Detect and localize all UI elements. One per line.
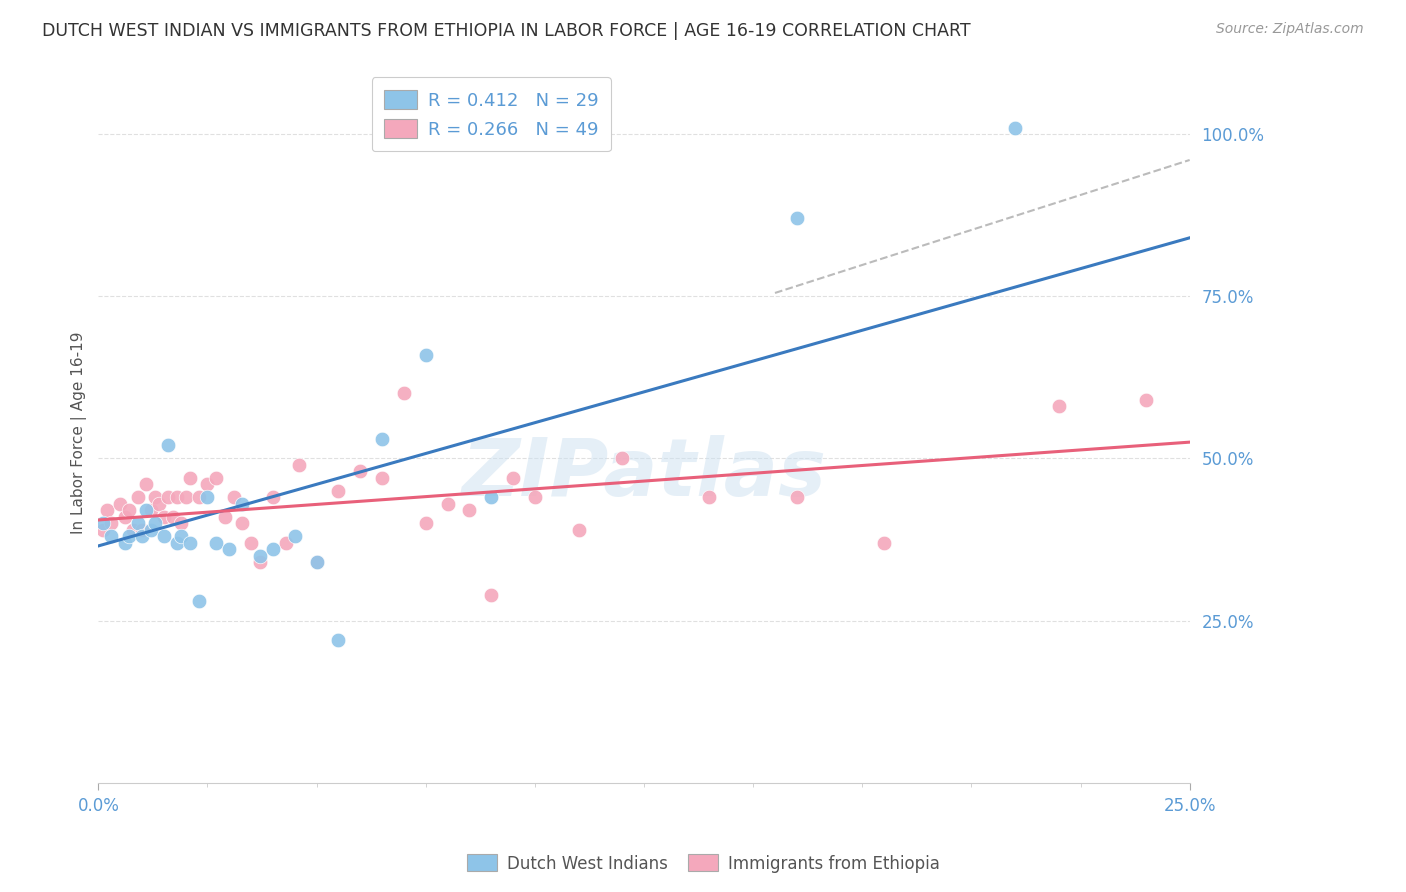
Point bbox=[131, 523, 153, 537]
Point bbox=[436, 497, 458, 511]
Point bbox=[305, 555, 328, 569]
Point bbox=[328, 483, 350, 498]
Point bbox=[371, 471, 394, 485]
Point bbox=[1047, 400, 1070, 414]
Point bbox=[139, 503, 162, 517]
Point bbox=[197, 477, 219, 491]
Point bbox=[179, 535, 201, 549]
Point bbox=[122, 523, 145, 537]
Point bbox=[131, 529, 153, 543]
Point bbox=[197, 490, 219, 504]
Point bbox=[166, 535, 188, 549]
Point bbox=[262, 490, 284, 504]
Point bbox=[166, 490, 188, 504]
Point bbox=[205, 535, 228, 549]
Point bbox=[240, 535, 263, 549]
Point bbox=[288, 458, 311, 472]
Point bbox=[174, 490, 197, 504]
Point bbox=[415, 348, 437, 362]
Point bbox=[349, 464, 371, 478]
Point bbox=[127, 516, 149, 531]
Point bbox=[262, 542, 284, 557]
Point bbox=[231, 497, 253, 511]
Point bbox=[100, 516, 122, 531]
Point bbox=[153, 509, 176, 524]
Point bbox=[118, 529, 141, 543]
Point bbox=[157, 490, 180, 504]
Point bbox=[415, 516, 437, 531]
Point bbox=[218, 542, 240, 557]
Point bbox=[139, 523, 162, 537]
Point bbox=[143, 516, 166, 531]
Point bbox=[118, 503, 141, 517]
Text: ZIPatlas: ZIPatlas bbox=[461, 435, 827, 514]
Text: Source: ZipAtlas.com: Source: ZipAtlas.com bbox=[1216, 22, 1364, 37]
Point bbox=[187, 490, 209, 504]
Point bbox=[873, 535, 896, 549]
Point bbox=[249, 555, 271, 569]
Point bbox=[284, 529, 307, 543]
Point bbox=[96, 503, 118, 517]
Point bbox=[371, 432, 394, 446]
Point bbox=[114, 535, 136, 549]
Point bbox=[170, 516, 193, 531]
Point bbox=[135, 477, 157, 491]
Point bbox=[187, 594, 209, 608]
Point bbox=[567, 523, 589, 537]
Text: DUTCH WEST INDIAN VS IMMIGRANTS FROM ETHIOPIA IN LABOR FORCE | AGE 16-19 CORRELA: DUTCH WEST INDIAN VS IMMIGRANTS FROM ETH… bbox=[42, 22, 970, 40]
Legend: R = 0.412   N = 29, R = 0.266   N = 49: R = 0.412 N = 29, R = 0.266 N = 49 bbox=[371, 78, 610, 152]
Point bbox=[100, 529, 122, 543]
Y-axis label: In Labor Force | Age 16-19: In Labor Force | Age 16-19 bbox=[72, 331, 87, 533]
Point bbox=[231, 516, 253, 531]
Point bbox=[786, 490, 808, 504]
Point bbox=[786, 211, 808, 226]
Point bbox=[612, 451, 634, 466]
Point bbox=[1004, 120, 1026, 135]
Point bbox=[479, 490, 502, 504]
Point bbox=[392, 386, 415, 401]
Point bbox=[214, 509, 236, 524]
Point bbox=[205, 471, 228, 485]
Point bbox=[157, 438, 180, 452]
Point bbox=[143, 490, 166, 504]
Point bbox=[170, 529, 193, 543]
Point bbox=[458, 503, 481, 517]
Point bbox=[274, 535, 297, 549]
Point bbox=[328, 632, 350, 647]
Point bbox=[222, 490, 245, 504]
Point bbox=[699, 490, 721, 504]
Point bbox=[114, 509, 136, 524]
Point bbox=[249, 549, 271, 563]
Point bbox=[108, 497, 131, 511]
Point bbox=[305, 555, 328, 569]
Point bbox=[479, 588, 502, 602]
Point bbox=[127, 490, 149, 504]
Point bbox=[1135, 392, 1157, 407]
Point bbox=[523, 490, 546, 504]
Point bbox=[148, 497, 170, 511]
Legend: Dutch West Indians, Immigrants from Ethiopia: Dutch West Indians, Immigrants from Ethi… bbox=[460, 847, 946, 880]
Point bbox=[179, 471, 201, 485]
Point bbox=[502, 471, 524, 485]
Point bbox=[91, 523, 114, 537]
Point bbox=[162, 509, 184, 524]
Point bbox=[135, 503, 157, 517]
Point bbox=[91, 516, 114, 531]
Point bbox=[153, 529, 176, 543]
